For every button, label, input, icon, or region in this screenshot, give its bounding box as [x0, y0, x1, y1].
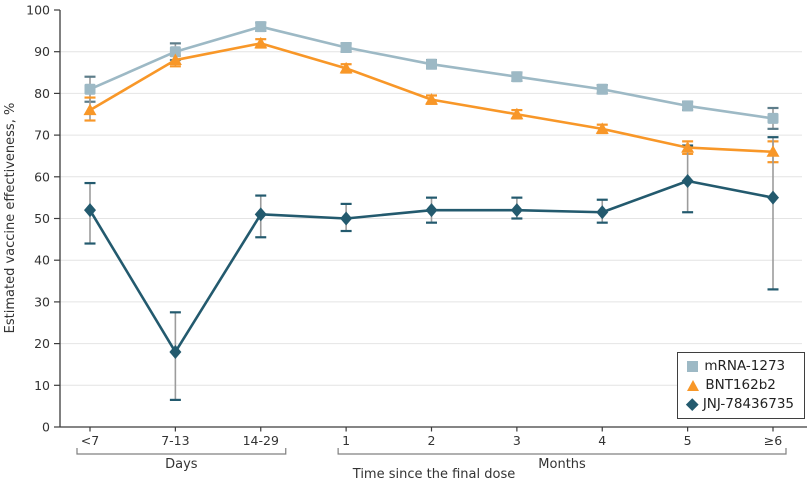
x-axis-title: Time since the final dose	[352, 467, 515, 482]
data-point-BNT162b2	[425, 93, 438, 105]
data-point-BNT162b2	[254, 36, 268, 49]
x-tick-label: 3	[513, 433, 521, 448]
data-point-BNT162b2	[339, 61, 353, 74]
axis-group-bracket	[337, 448, 787, 455]
x-tick-label: 14-29	[243, 433, 279, 448]
data-point-BNT162b2	[766, 145, 780, 157]
legend-item-jnj-78436735: JNJ-78436735	[686, 396, 794, 412]
triangle-marker-icon	[687, 379, 700, 391]
x-tick-label: 2	[428, 433, 436, 448]
data-point-BNT162b2	[595, 122, 609, 134]
x-tick-label: <7	[81, 433, 99, 448]
series-lines-layer	[88, 25, 774, 354]
legend-label: BNT162b2	[705, 377, 776, 393]
data-point-mRNA-1273	[767, 112, 779, 124]
data-point-mRNA-1273	[426, 58, 437, 70]
axis-group-label-months: Months	[538, 457, 586, 472]
legend-item-mrna-1273: mRNA-1273	[687, 358, 794, 374]
x-tick-label: 7-13	[161, 433, 189, 448]
data-point-JNJ-78436735	[169, 344, 182, 359]
data-point-BNT162b2	[83, 103, 97, 116]
chart-legend: mRNA-1273 BNT162b2 JNJ-78436735	[677, 352, 805, 419]
diamond-marker-icon	[686, 397, 699, 411]
y-tick-label: 70	[34, 128, 50, 143]
data-point-mRNA-1273	[84, 83, 96, 95]
y-tick-label: 100	[26, 3, 50, 18]
square-marker-icon	[687, 360, 699, 372]
data-point-BNT162b2	[681, 141, 695, 153]
data-point-JNJ-78436735	[510, 203, 523, 218]
legend-item-bnt162b2: BNT162b2	[687, 377, 794, 393]
data-point-JNJ-78436735	[425, 203, 438, 218]
y-axis-title: Estimated vaccine effectiveness, %	[3, 103, 18, 334]
y-tick-label: 10	[34, 378, 50, 393]
x-tick-label: ≥6	[764, 433, 782, 448]
y-tick-label: 0	[42, 420, 50, 435]
legend-label: JNJ-78436735	[702, 396, 794, 412]
data-point-JNJ-78436735	[767, 190, 779, 205]
x-tick-label: 1	[342, 433, 350, 448]
legend-label: mRNA-1273	[704, 358, 786, 374]
y-tick-label: 50	[34, 211, 50, 226]
x-tick-label: 4	[598, 433, 606, 448]
data-point-JNJ-78436735	[596, 205, 609, 220]
y-tick-label: 90	[34, 44, 50, 59]
data-point-mRNA-1273	[596, 83, 608, 95]
data-point-JNJ-78436735	[340, 211, 353, 226]
y-tick-label: 60	[34, 169, 50, 184]
y-tick-label: 30	[34, 294, 50, 309]
y-tick-label: 20	[34, 336, 50, 351]
data-point-BNT162b2	[168, 53, 182, 66]
axis-group-label-days: Days	[165, 457, 198, 472]
series-markers-layer	[83, 21, 780, 359]
data-point-JNJ-78436735	[254, 207, 267, 222]
data-point-mRNA-1273	[255, 21, 267, 33]
axes-layer: 0 10 20 30 40 50 60 70 80 90 100 <7 7-13 14-29 1 2 3 4 5 ≥6…	[26, 3, 807, 472]
data-point-mRNA-1273	[169, 46, 181, 58]
data-point-JNJ-78436735	[84, 203, 96, 218]
data-point-BNT162b2	[510, 107, 524, 120]
data-point-mRNA-1273	[682, 100, 694, 112]
y-tick-label: 80	[34, 86, 50, 101]
data-point-mRNA-1273	[511, 71, 523, 83]
x-tick-label: 5	[684, 433, 692, 448]
axis-group-bracket	[76, 448, 287, 455]
data-point-JNJ-78436735	[681, 173, 694, 188]
data-point-mRNA-1273	[340, 42, 352, 54]
y-tick-label: 40	[34, 253, 50, 268]
